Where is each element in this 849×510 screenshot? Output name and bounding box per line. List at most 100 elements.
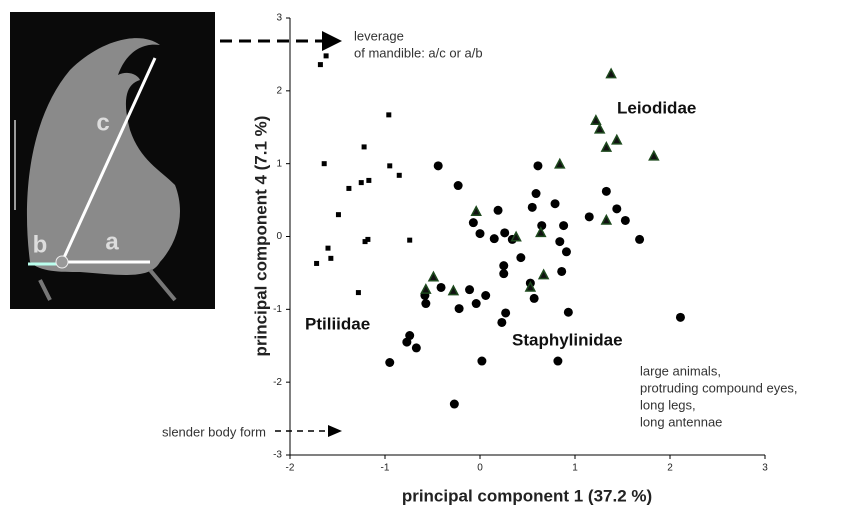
point xyxy=(477,356,487,366)
point xyxy=(453,181,463,191)
point xyxy=(362,239,368,245)
point xyxy=(481,290,491,300)
annotation: long antennae xyxy=(640,414,722,429)
group-label: Staphylinidae xyxy=(512,330,623,349)
point xyxy=(355,290,361,296)
point xyxy=(524,280,537,292)
annotation: large animals, xyxy=(640,363,721,378)
annotation: of mandible: a/c or a/b xyxy=(354,45,483,60)
point xyxy=(648,149,660,161)
point xyxy=(555,237,565,247)
annotation: slender body form xyxy=(162,424,266,439)
point xyxy=(499,261,509,271)
point xyxy=(516,253,526,263)
point xyxy=(335,212,341,218)
point xyxy=(433,161,443,171)
point xyxy=(557,266,567,276)
point xyxy=(361,144,367,150)
x-tick-label: 0 xyxy=(477,463,483,474)
point xyxy=(590,114,602,125)
point xyxy=(402,337,412,347)
point xyxy=(605,67,617,79)
annotation: leverage xyxy=(354,28,404,43)
point xyxy=(366,177,372,183)
point xyxy=(600,141,613,152)
y-tick-label: 3 xyxy=(276,13,282,24)
point xyxy=(500,228,510,238)
y-tick-label: 2 xyxy=(276,85,282,96)
point xyxy=(325,245,331,251)
point xyxy=(675,312,685,322)
annotation: protruding compound eyes, xyxy=(640,380,798,395)
point xyxy=(601,186,611,196)
x-axis-label: principal component 1 (37.2 %) xyxy=(402,486,652,505)
point xyxy=(387,163,393,169)
point xyxy=(468,218,478,228)
point xyxy=(396,172,402,178)
point xyxy=(385,358,395,368)
point xyxy=(454,304,464,314)
point xyxy=(584,212,594,222)
point xyxy=(407,237,413,243)
inset-label: b xyxy=(33,231,48,258)
point xyxy=(436,282,446,292)
x-tick-label: 1 xyxy=(572,463,578,474)
point xyxy=(561,247,571,257)
point xyxy=(386,112,392,118)
point xyxy=(553,356,563,366)
x-tick-label: -1 xyxy=(381,463,390,474)
y-tick-label: -1 xyxy=(273,304,282,315)
point xyxy=(420,283,432,294)
y-tick-label: 0 xyxy=(276,231,282,242)
point xyxy=(427,270,440,282)
point xyxy=(317,62,323,68)
point xyxy=(421,299,431,309)
point xyxy=(471,299,481,309)
inset-image xyxy=(10,12,215,309)
point xyxy=(510,230,522,242)
point xyxy=(550,199,560,209)
point xyxy=(447,284,460,296)
group-label: Leiodidae xyxy=(617,98,696,117)
point xyxy=(314,260,320,266)
y-tick-label: -3 xyxy=(273,450,282,461)
point xyxy=(620,215,630,225)
point xyxy=(529,293,539,303)
point xyxy=(365,236,371,242)
point xyxy=(346,185,352,191)
inset-label: a xyxy=(105,228,119,255)
point xyxy=(489,234,499,244)
y-tick-label: -2 xyxy=(273,377,282,388)
point xyxy=(501,308,511,318)
point xyxy=(499,269,509,279)
point xyxy=(559,221,569,231)
x-tick-label: 3 xyxy=(762,463,768,474)
y-axis-label: principal component 4 (7.1 %) xyxy=(251,116,270,357)
x-tick-label: 2 xyxy=(667,463,673,474)
point xyxy=(527,202,537,212)
point xyxy=(449,399,459,409)
point xyxy=(593,122,606,134)
point xyxy=(537,268,550,280)
point xyxy=(554,157,566,169)
point xyxy=(475,229,485,239)
annotation: long legs, xyxy=(640,397,696,412)
x-tick-label: -2 xyxy=(286,463,295,474)
point xyxy=(537,221,547,231)
point xyxy=(411,343,421,353)
y-tick-label: 1 xyxy=(276,158,282,169)
point xyxy=(497,317,507,327)
point xyxy=(635,234,645,244)
point xyxy=(531,189,541,199)
point xyxy=(493,205,503,215)
point xyxy=(535,226,547,238)
point xyxy=(358,180,364,186)
point xyxy=(611,133,623,145)
point xyxy=(321,161,327,167)
point xyxy=(600,213,613,225)
inset-label: c xyxy=(96,109,109,136)
point xyxy=(612,204,622,214)
point xyxy=(465,285,475,295)
point xyxy=(470,205,482,216)
